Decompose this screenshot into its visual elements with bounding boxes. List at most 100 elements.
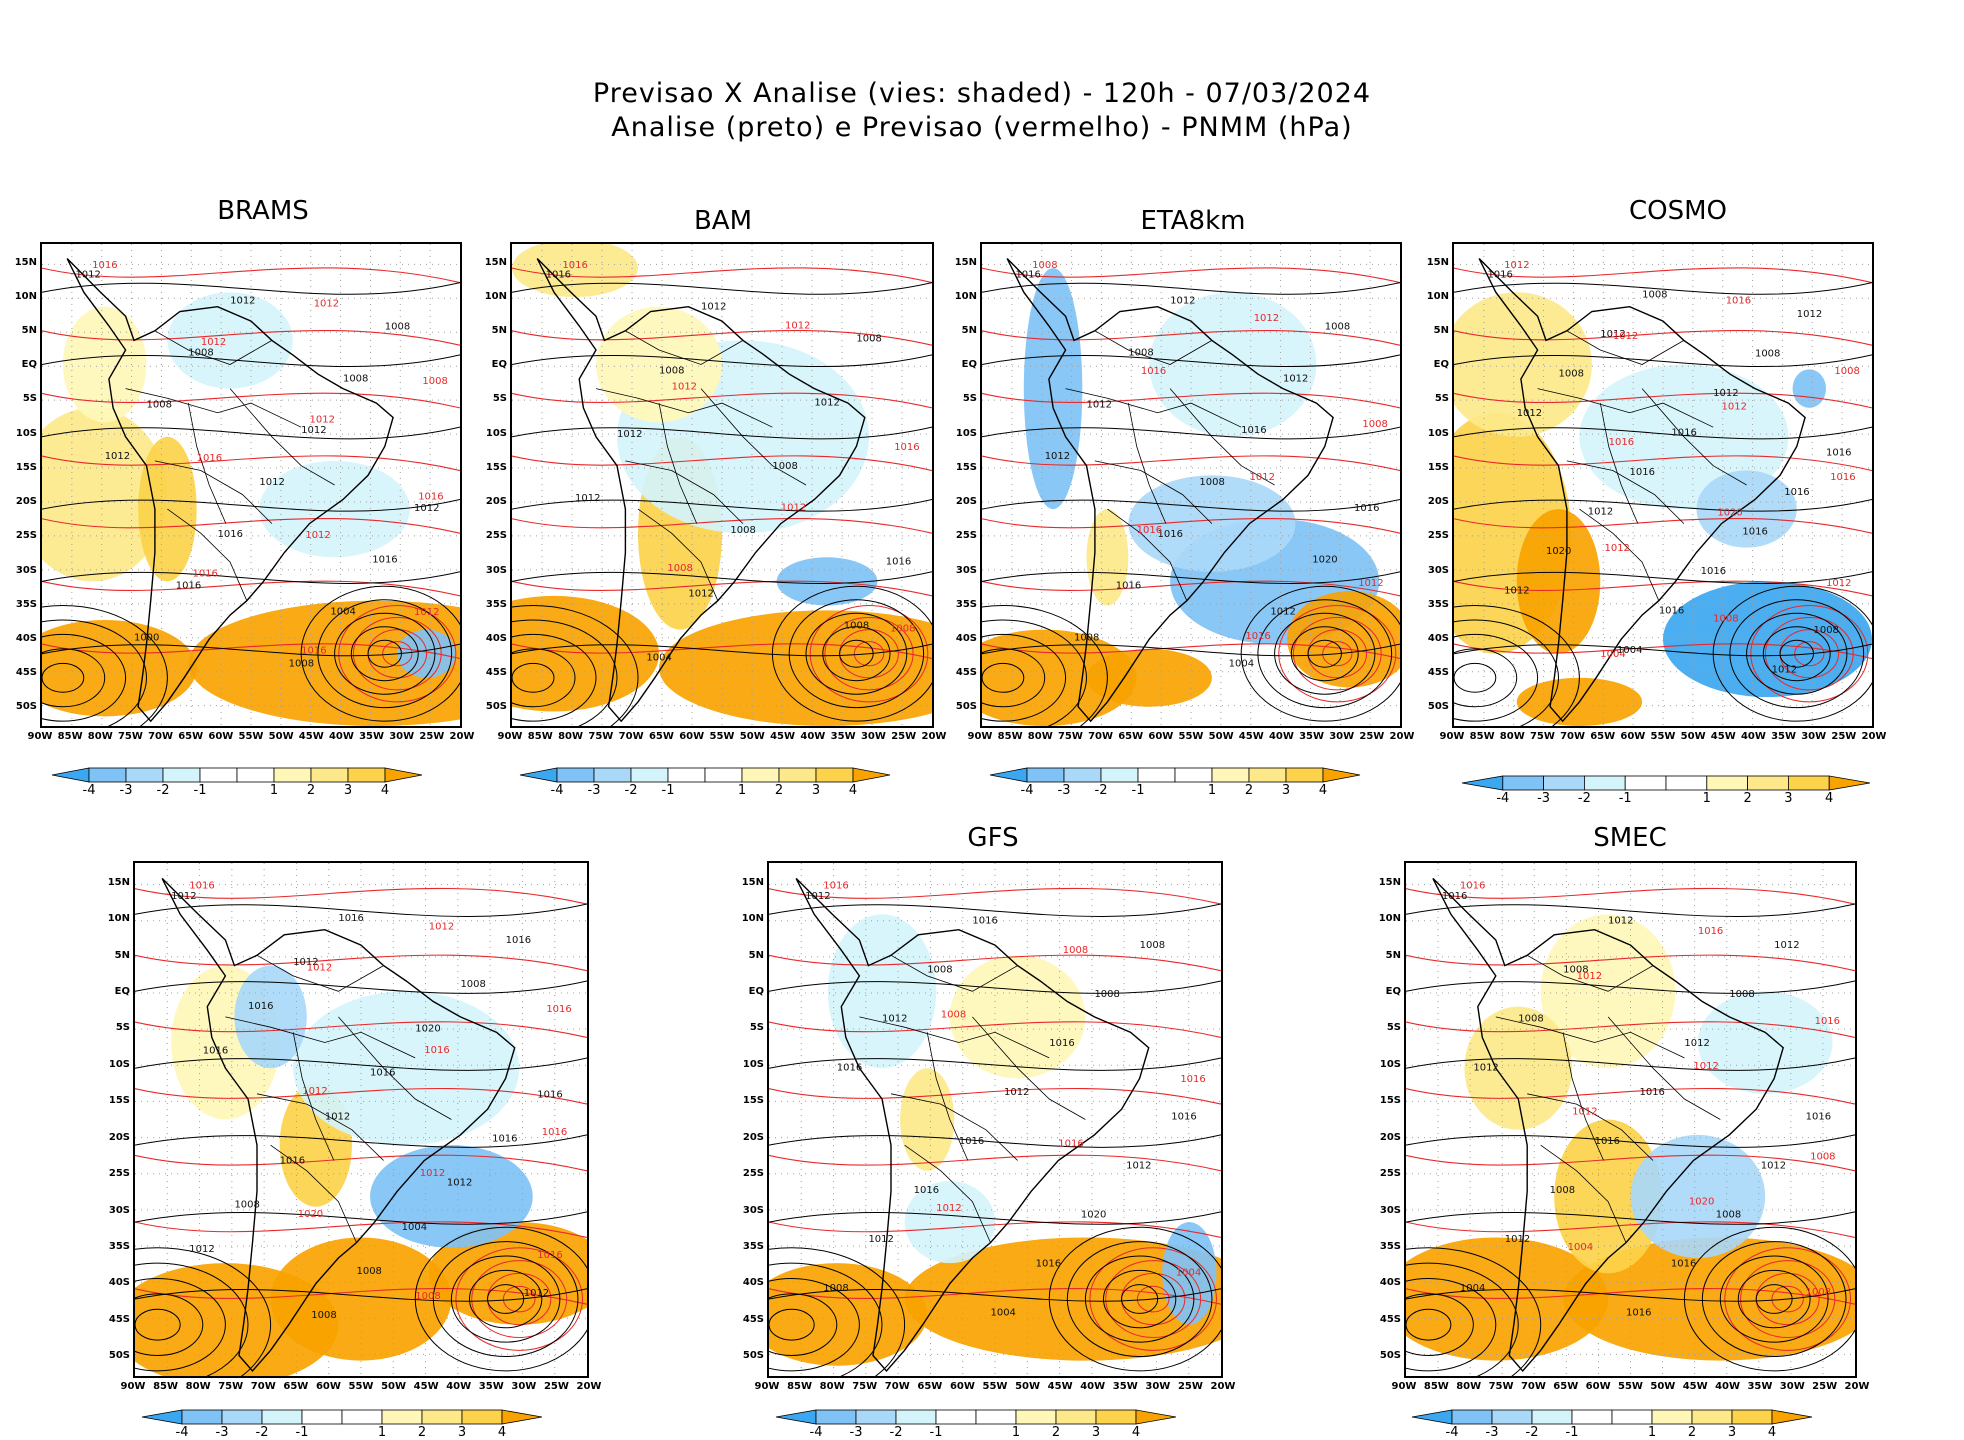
lat-tick-label: 5S	[962, 393, 977, 405]
lon-tick-label: 65W	[1118, 731, 1144, 742]
country-border	[859, 1016, 1050, 1059]
country-border	[637, 508, 719, 601]
lon-tick-label: 45W	[770, 731, 796, 742]
colorbar-label: 2	[1051, 1425, 1061, 1440]
lon-tick-label: 75W	[117, 731, 143, 742]
map-area: 1012 1016 1016 1012 1008 1016 1020 1016 1016 1016…	[133, 861, 589, 1378]
country-border	[1566, 460, 1685, 524]
lat-tick-label: 50S	[15, 701, 37, 713]
map-svg: 1012101610081008100810121016101610121016…	[769, 863, 1221, 1376]
colorbar-swatch-neg1	[162, 767, 201, 783]
lon-tick-label: 60W	[1585, 1381, 1611, 1392]
bias-area-pos4	[1516, 509, 1601, 654]
lat-tick-label: 5S	[1434, 393, 1449, 405]
contour-labels: 1016100810121012100810081012101210161016…	[1487, 260, 1859, 675]
colorbar-label: 3	[1281, 783, 1291, 798]
lon-tick-label: 70W	[618, 731, 644, 742]
colorbar-swatch-pos1	[1015, 1409, 1057, 1425]
lat-tick-label: 40S	[15, 633, 37, 644]
lat-tick-label: 15S	[15, 461, 37, 473]
country-border	[1607, 1016, 1721, 1120]
bias-area-pos1	[62, 306, 147, 423]
isobar-label-analysis: 1008	[1755, 349, 1780, 360]
isobar-label-forecast: 1012	[1504, 260, 1529, 271]
bias-shading	[135, 965, 587, 1376]
map-svg: 1016101210121008100810081012101210161016…	[1406, 863, 1855, 1376]
lon-tick-label: 35W	[1112, 1381, 1138, 1392]
colorbar-label: 2	[1244, 783, 1254, 798]
colorbar-swatch-zero	[704, 767, 743, 783]
colorbar-swatch-neg1	[261, 1409, 303, 1425]
isobar-label-analysis: 1016	[1354, 503, 1379, 514]
lat-tick-label: 45S	[15, 667, 37, 679]
colorbar-swatch-neg3	[815, 1409, 857, 1425]
lat-tick-label: 45S	[485, 667, 507, 679]
colorbar-label: 3	[457, 1425, 467, 1440]
colorbar-swatch-pos1	[1706, 775, 1749, 791]
colorbar-label: -1	[1618, 791, 1632, 806]
lon-tick-label: 85W	[997, 731, 1023, 742]
isobar-label-forecast: 1012	[414, 607, 439, 618]
isobar-label-analysis: 1016	[537, 1089, 562, 1100]
country-border	[595, 388, 773, 428]
isobar-label-forecast: 1016	[197, 453, 222, 464]
isobar-label-analysis: 1012	[1797, 309, 1822, 320]
colorbar-swatch-neg3	[88, 767, 127, 783]
isobar-label-analysis: 1016	[492, 1134, 517, 1145]
lon-tick-label: 30W	[1801, 731, 1827, 742]
isobar-label-analysis: 1008	[856, 334, 881, 345]
forecast-isobars	[42, 267, 460, 703]
colorbar-label: 1	[269, 783, 279, 798]
country-border	[1495, 1016, 1685, 1059]
isobar-label-analysis: 1016	[1742, 526, 1767, 537]
lat-tick-label: 10S	[955, 427, 977, 439]
isobar-label-analysis: 1016	[1806, 1112, 1831, 1123]
isobar-label-forecast: 1008	[1810, 1152, 1835, 1163]
lon-tick-label: 30W	[1779, 1381, 1805, 1392]
isobar-label-analysis: 1016	[370, 1067, 395, 1078]
colorbar-swatch-zero	[935, 1409, 977, 1425]
lat-tick-label: 20S	[15, 496, 37, 508]
lat-tick-label: 30S	[742, 1204, 764, 1216]
isobar-label-analysis: 1012	[1505, 1234, 1530, 1245]
lat-tick-label: 10N	[954, 290, 977, 302]
colorbar-swatch-neg2	[1063, 767, 1102, 783]
isobar-label-forecast: 1016	[1726, 295, 1751, 306]
country-border	[1169, 388, 1275, 486]
isobar-label-forecast: 1012	[1358, 578, 1383, 589]
forecast-isobars	[769, 887, 1221, 1351]
country-border	[1107, 508, 1188, 601]
country-border	[1537, 388, 1714, 428]
isobar-label-forecast: 1012	[314, 299, 339, 310]
isobar-label-forecast: 1012	[1693, 1061, 1718, 1072]
lon-tick-label: 30W	[1145, 1381, 1171, 1392]
colorbar-label: -2	[156, 783, 170, 798]
forecast-isobars	[1454, 267, 1872, 703]
country-border	[292, 1032, 335, 1161]
bias-area-pos2	[512, 244, 638, 298]
lon-tick-label: 40W	[1080, 1381, 1106, 1392]
lon-tick-label: 20W	[1844, 1381, 1870, 1392]
isobar-label-analysis: 1012	[1774, 940, 1799, 951]
colorbar-swatch-neg2	[125, 767, 164, 783]
colorbar-swatch-neg2	[593, 767, 632, 783]
bias-area-neg1	[1697, 991, 1833, 1094]
lon-tick-label: 20W	[576, 1381, 602, 1392]
lat-tick-label: 35S	[742, 1240, 764, 1252]
isobar-label-forecast: 1012	[1722, 401, 1747, 412]
isobar-label-analysis: 1016	[959, 1136, 984, 1147]
lon-tick-label: 80W	[1499, 731, 1525, 742]
lon-tick-label: 75W	[1057, 731, 1083, 742]
lon-tick-label: 30W	[1329, 731, 1355, 742]
colorbar-swatch-neg4	[519, 767, 558, 783]
isobar-label-analysis: 1012	[189, 1244, 214, 1255]
colorbar-label: -2	[624, 783, 638, 798]
lat-tick-label: 10S	[1427, 427, 1449, 439]
isobar-label-analysis: 1008	[730, 525, 755, 536]
lon-tick-label: 50W	[739, 731, 765, 742]
colorbar-swatch-pos2	[1691, 1409, 1733, 1425]
lon-tick-label: 70W	[1088, 731, 1114, 742]
isobar-label-analysis: 1012	[1270, 607, 1295, 618]
isobar-label-forecast: 1008	[1834, 366, 1859, 377]
colorbar-swatch-pos4	[1135, 1409, 1177, 1425]
